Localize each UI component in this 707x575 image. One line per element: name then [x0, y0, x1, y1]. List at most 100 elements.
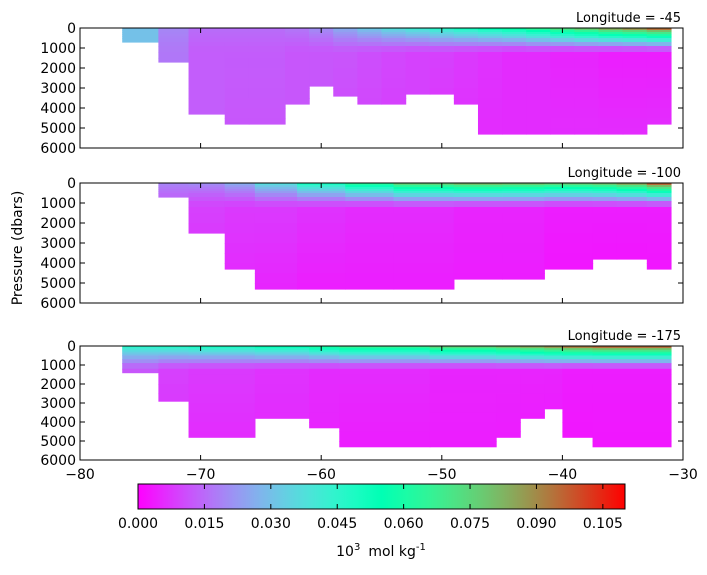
heatmap-cell: [592, 185, 618, 188]
heatmap-cell: [297, 223, 346, 234]
heatmap-cell: [592, 346, 672, 349]
heatmap-cell: [297, 201, 346, 208]
heatmap-cell: [453, 34, 479, 37]
y-tick-label: 5000: [40, 434, 76, 450]
heatmap-cell: [381, 68, 407, 79]
heatmap-cell: [592, 193, 618, 198]
heatmap-cell: [544, 403, 563, 410]
heatmap-cell: [598, 38, 624, 43]
heatmap-cell: [574, 52, 600, 59]
heatmap-cell: [592, 351, 672, 355]
heatmap-cell: [646, 213, 672, 224]
heatmap-cell: [393, 213, 455, 224]
heatmap-cell: [502, 28, 527, 31]
heatmap-cell: [453, 52, 479, 59]
heatmap-cell: [550, 108, 576, 119]
heatmap-cell: [622, 68, 648, 79]
heatmap-cell: [188, 98, 226, 109]
y-tick-label: 1000: [40, 196, 76, 212]
heatmap-cell: [188, 189, 226, 192]
heatmap-cell: [429, 403, 497, 414]
heatmap-cell: [502, 273, 545, 280]
heatmap-cell: [550, 68, 576, 79]
heatmap-cell: [333, 78, 358, 89]
heatmap-cell: [544, 223, 594, 234]
heatmap-cell: [453, 46, 479, 53]
heatmap-cell: [309, 422, 340, 429]
heatmap-cell: [496, 412, 521, 423]
heatmap-cell: [477, 128, 503, 135]
heatmap-cell: [381, 98, 407, 105]
heatmap-cell: [285, 36, 310, 39]
heatmap-cell: [592, 233, 618, 244]
heatmap-cell: [477, 30, 503, 33]
heatmap-cell: [477, 42, 503, 47]
heatmap-cell: [285, 32, 310, 35]
heatmap-cell: [122, 363, 159, 370]
heatmap-cell: [158, 359, 190, 364]
heatmap-cell: [520, 363, 545, 370]
heatmap-cell: [122, 347, 159, 351]
heatmap-cell: [453, 185, 503, 188]
heatmap-cell: [526, 46, 551, 53]
heatmap-cell: [453, 98, 479, 105]
heatmap-cell: [453, 233, 503, 244]
heatmap-cell: [254, 347, 310, 351]
heatmap-cell: [574, 58, 600, 69]
heatmap-cell: [254, 191, 298, 194]
heatmap-cell: [622, 38, 648, 43]
heatmap-cell: [520, 346, 545, 349]
panel-title: Longitude = -175: [568, 329, 681, 344]
heatmap-cell: [544, 346, 563, 349]
heatmap-cell: [158, 351, 190, 355]
heatmap-cell: [544, 347, 563, 351]
heatmap-cell: [224, 52, 250, 59]
heatmap-cell: [158, 355, 190, 360]
heatmap-cell: [526, 128, 551, 135]
heatmap-cell: [574, 38, 600, 43]
heatmap-cell: [453, 187, 503, 190]
heatmap-cell: [496, 355, 521, 360]
heatmap-cell: [453, 42, 479, 47]
heatmap-cell: [224, 98, 250, 109]
heatmap-cell: [598, 98, 624, 109]
y-tick-label: 6000: [40, 453, 76, 469]
heatmap-cell: [453, 197, 503, 202]
heatmap-cell: [574, 88, 600, 99]
heatmap-cell: [309, 353, 340, 357]
heatmap-cell: [592, 243, 618, 254]
heatmap-cell: [550, 38, 576, 43]
heatmap-cell: [333, 34, 358, 37]
heatmap-cell: [646, 58, 672, 69]
heatmap-cell: [188, 197, 226, 202]
heatmap-cell: [339, 384, 431, 395]
heatmap-cell: [254, 349, 310, 353]
heatmap-cell: [188, 223, 226, 234]
heatmap-cell: [562, 403, 594, 414]
heatmap-cell: [333, 32, 358, 35]
heatmap-cell: [646, 36, 672, 39]
heatmap-cell: [158, 32, 190, 35]
heatmap-cell: [224, 189, 256, 192]
heatmap-cell: [393, 189, 455, 192]
panel-title: Longitude = -100: [568, 166, 681, 181]
heatmap-cell: [345, 207, 395, 214]
heatmap-cell: [188, 185, 226, 188]
heatmap-cell: [158, 189, 190, 192]
heatmap-cell: [357, 88, 383, 99]
heatmap-cell: [453, 32, 479, 35]
heatmap-cell: [188, 32, 226, 35]
heatmap-cell: [622, 58, 648, 69]
heatmap-cell: [520, 353, 545, 357]
heatmap-cell: [405, 30, 431, 33]
heatmap-cell: [562, 347, 594, 351]
heatmap-cell: [646, 38, 672, 43]
heatmap-cell: [429, 52, 455, 59]
heatmap-cell: [502, 30, 527, 33]
heatmap-cell: [562, 431, 594, 438]
heatmap-cell: [502, 213, 545, 224]
heatmap-cell: [248, 32, 286, 35]
heatmap-cell: [520, 351, 545, 355]
heatmap-cell: [309, 32, 334, 35]
heatmap-cell: [544, 368, 563, 376]
